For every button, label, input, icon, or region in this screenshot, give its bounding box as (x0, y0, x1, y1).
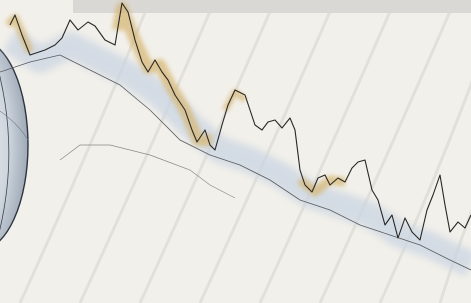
sketch-artwork (0, 0, 471, 303)
top-bar (73, 0, 471, 13)
page (0, 0, 471, 303)
